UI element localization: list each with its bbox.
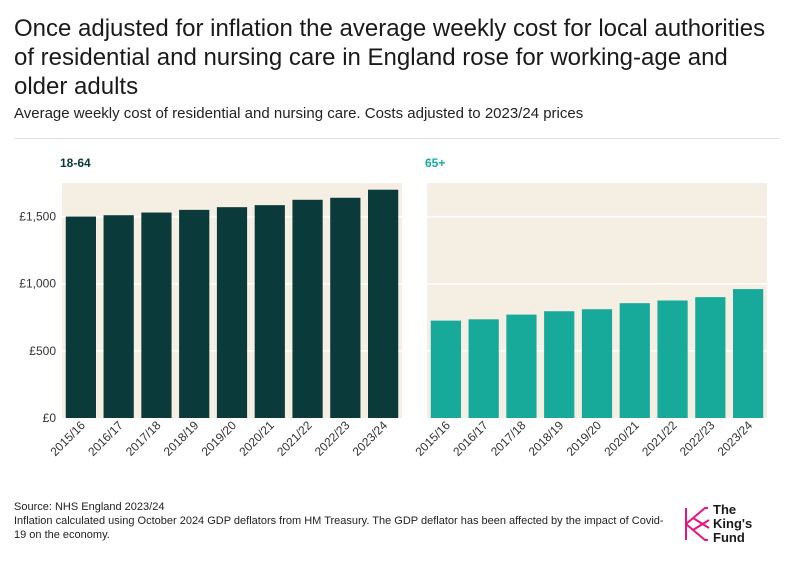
inflation-note: Inflation calculated using October 2024 … — [14, 515, 664, 541]
y-tick-label: £0 — [43, 411, 57, 425]
x-tick-label: 2019/20 — [564, 418, 605, 459]
y-tick-label: £1,000 — [19, 277, 56, 291]
x-tick-label: 2020/21 — [236, 418, 277, 459]
y-tick-label: £500 — [29, 344, 56, 358]
bar-2021-22 — [657, 300, 688, 418]
x-tick-label: 2015/16 — [412, 418, 453, 459]
x-tick-label: 2022/23 — [312, 418, 353, 459]
x-tick-label: 2016/17 — [450, 418, 491, 459]
x-tick-label: 2021/22 — [274, 418, 315, 459]
bar-2020-21 — [254, 205, 285, 418]
bar-2022-23 — [330, 197, 361, 418]
bar-2018-19 — [544, 311, 575, 418]
panel-working-age: 18-642015/162016/172017/182018/192019/20… — [47, 156, 402, 459]
x-tick-label: 2019/20 — [199, 418, 240, 459]
bar-2016-17 — [103, 215, 134, 418]
kings-fund-logo: The King's Fund — [683, 503, 775, 547]
logo-word-fund: Fund — [713, 530, 745, 545]
chart-area: £0£500£1,000£1,50018-642015/162016/17201… — [19, 156, 767, 459]
x-tick-label: 2018/19 — [161, 418, 202, 459]
bar-2020-21 — [619, 303, 650, 418]
y-tick-label: £1,500 — [19, 210, 56, 224]
chart-title: Once adjusted for inflation the average … — [14, 15, 766, 100]
source-line: Source: NHS England 2023/24 — [14, 501, 165, 513]
x-tick-label: 2018/19 — [526, 418, 567, 459]
bar-2019-20 — [216, 207, 248, 418]
panel-older-adults: 65+2015/162016/172017/182018/192019/2020… — [412, 156, 767, 459]
x-tick-label: 2020/21 — [601, 418, 642, 459]
bar-2022-23 — [695, 297, 726, 418]
bar-2016-17 — [468, 319, 499, 418]
divider — [14, 138, 780, 139]
bar-2017-18 — [506, 314, 537, 418]
kings-fund-logo-mark — [685, 507, 710, 541]
x-tick-label: 2023/24 — [350, 418, 391, 459]
x-tick-label: 2017/18 — [123, 418, 164, 459]
logo-word-kings: King's — [713, 516, 753, 531]
bar-2015-16 — [65, 216, 96, 418]
x-tick-label: 2021/22 — [639, 418, 680, 459]
x-tick-label: 2017/18 — [488, 418, 529, 459]
panel-label: 65+ — [425, 156, 445, 170]
chart-subtitle: Average weekly cost of residential and n… — [14, 105, 584, 122]
x-tick-label: 2023/24 — [715, 418, 756, 459]
logo-word-the: The — [713, 502, 737, 517]
x-tick-label: 2022/23 — [677, 418, 718, 459]
bar-2021-22 — [292, 199, 323, 418]
bar-2015-16 — [430, 320, 461, 418]
panel-label: 18-64 — [60, 156, 91, 170]
bar-2023-24 — [368, 189, 399, 418]
bar-2017-18 — [141, 212, 172, 418]
bar-2023-24 — [733, 289, 764, 418]
bar-2018-19 — [179, 209, 210, 418]
x-tick-label: 2016/17 — [85, 418, 126, 459]
bar-2019-20 — [581, 309, 613, 418]
source-note: Source: NHS England 2023/24 Inflation ca… — [14, 500, 664, 542]
